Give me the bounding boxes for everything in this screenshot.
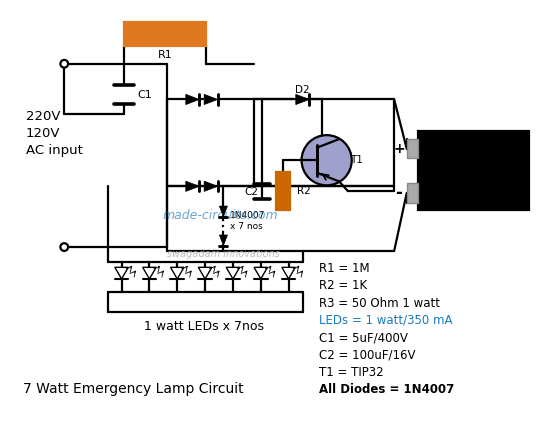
Text: C1 = 5uF/400V: C1 = 5uF/400V xyxy=(319,331,408,344)
Polygon shape xyxy=(204,94,218,105)
Polygon shape xyxy=(219,206,227,217)
Text: All Diodes = 1N4007: All Diodes = 1N4007 xyxy=(319,383,454,396)
Bar xyxy=(407,183,418,203)
Circle shape xyxy=(60,60,68,68)
Bar xyxy=(418,131,529,210)
Text: -: - xyxy=(396,184,402,202)
Text: D2: D2 xyxy=(295,85,310,95)
Text: LEDs = 1 watt/350 mA: LEDs = 1 watt/350 mA xyxy=(319,314,453,327)
Bar xyxy=(124,22,206,47)
Text: 1N4007
x 7 nos: 1N4007 x 7 nos xyxy=(230,211,266,231)
Text: swagadam innovations: swagadam innovations xyxy=(167,249,280,259)
Text: R1 = 1M: R1 = 1M xyxy=(319,262,369,275)
Text: 7 Watt Emergency Lamp Circuit: 7 Watt Emergency Lamp Circuit xyxy=(24,382,244,396)
Text: C2 = 100uF/16V: C2 = 100uF/16V xyxy=(319,349,415,361)
Polygon shape xyxy=(204,181,218,191)
Text: T1 = TIP32: T1 = TIP32 xyxy=(319,366,384,379)
Circle shape xyxy=(301,135,352,185)
Text: R3 = 50 Ohm 1 watt: R3 = 50 Ohm 1 watt xyxy=(319,296,440,310)
Polygon shape xyxy=(296,94,309,105)
Circle shape xyxy=(60,243,68,251)
Text: C2: C2 xyxy=(244,187,259,197)
Text: 4V / 7Ah
Battery: 4V / 7Ah Battery xyxy=(441,156,506,186)
Polygon shape xyxy=(186,181,199,191)
Polygon shape xyxy=(219,235,227,245)
Bar xyxy=(407,139,418,158)
Text: +: + xyxy=(393,142,405,155)
Text: made-circuits.com: made-circuits.com xyxy=(163,209,278,222)
Polygon shape xyxy=(186,94,199,105)
Text: C1: C1 xyxy=(138,89,152,100)
Bar xyxy=(277,172,290,210)
Text: R1: R1 xyxy=(158,50,173,60)
Text: 1 watt LEDs x 7nos: 1 watt LEDs x 7nos xyxy=(144,320,264,333)
Text: R2 = 1K: R2 = 1K xyxy=(319,279,367,292)
Text: R2: R2 xyxy=(297,186,311,196)
Text: T1: T1 xyxy=(350,155,363,165)
Text: 220V
120V
AC input: 220V 120V AC input xyxy=(26,110,83,157)
